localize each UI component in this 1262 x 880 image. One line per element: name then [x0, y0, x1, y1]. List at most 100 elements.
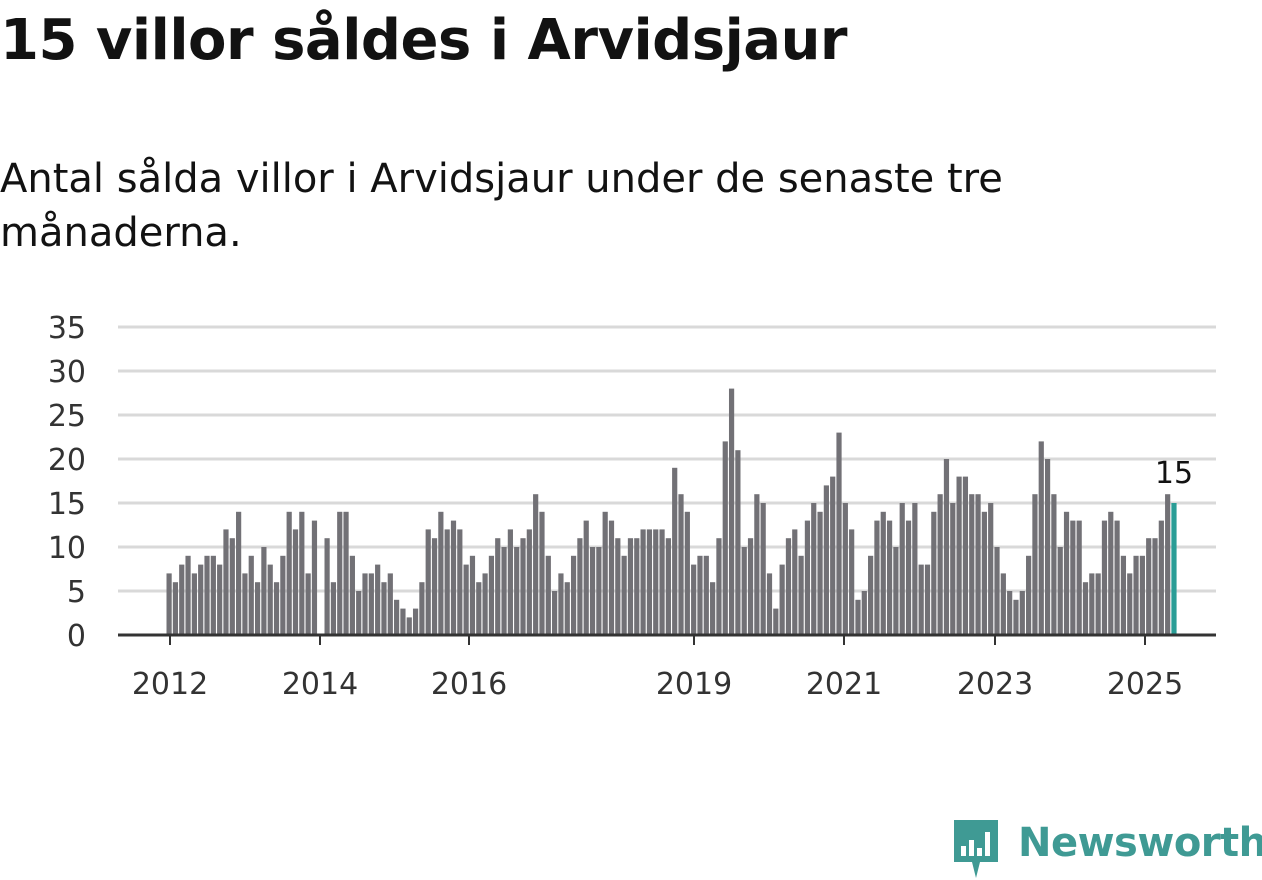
bar — [539, 511, 545, 635]
bar — [450, 520, 457, 635]
bar — [229, 538, 235, 635]
bar — [1063, 511, 1070, 635]
bar — [254, 582, 261, 635]
bar — [444, 529, 450, 635]
bar — [785, 538, 792, 635]
bar — [716, 538, 722, 635]
bar — [185, 555, 191, 635]
bar — [488, 555, 495, 635]
bar — [267, 564, 273, 635]
data-label-last: 15 — [1155, 456, 1193, 491]
bar — [356, 591, 362, 635]
bar — [1044, 459, 1051, 635]
bar — [1038, 441, 1044, 635]
bar — [570, 555, 577, 635]
bar — [425, 529, 431, 635]
brand-name: Newsworthy — [1018, 820, 1262, 866]
bar — [1139, 555, 1145, 635]
bar — [400, 608, 406, 635]
bar — [1057, 547, 1063, 635]
bar — [937, 494, 943, 635]
x-tick-label: 2012 — [132, 667, 208, 702]
chart-subtitle: Antal sålda villor i Arvidsjaur under de… — [0, 156, 1003, 256]
bar — [868, 555, 874, 635]
bar — [248, 555, 254, 635]
x-tick-label: 2016 — [431, 667, 507, 702]
bar — [760, 503, 766, 635]
bar — [1013, 599, 1019, 635]
bar — [602, 511, 608, 635]
bar — [172, 582, 179, 635]
x-tick-label: 2014 — [282, 667, 358, 702]
bar — [1127, 573, 1133, 635]
bar — [994, 547, 1000, 635]
bar — [849, 529, 855, 635]
bar — [198, 564, 204, 635]
bar — [836, 432, 842, 635]
x-axis-tick-labels: 2012 2014 2016 2019 2021 2023 2025 — [132, 667, 1183, 702]
bar — [501, 547, 507, 635]
bar — [684, 511, 690, 635]
bar — [766, 573, 773, 635]
bar — [830, 476, 836, 635]
bar — [368, 573, 374, 635]
bar — [280, 555, 286, 635]
bar — [311, 520, 318, 635]
bar — [912, 503, 918, 635]
bar — [406, 617, 412, 635]
bar — [640, 529, 646, 635]
bar — [722, 441, 728, 635]
bar — [533, 494, 539, 635]
bar — [962, 476, 969, 635]
bar — [823, 485, 829, 635]
bar — [273, 582, 280, 635]
bar — [305, 573, 311, 635]
bar — [1095, 573, 1101, 635]
bar — [773, 608, 779, 635]
bar — [697, 555, 703, 635]
bar — [394, 599, 400, 635]
bar — [337, 511, 343, 635]
bar — [292, 529, 299, 635]
bar — [905, 520, 912, 635]
bar — [1108, 511, 1114, 635]
bar — [981, 511, 987, 635]
bar — [299, 511, 305, 635]
bar — [286, 511, 292, 635]
bar — [482, 573, 488, 635]
bar — [419, 582, 425, 635]
bar — [880, 511, 886, 635]
bar — [659, 529, 665, 635]
bar — [330, 582, 337, 635]
bar — [950, 503, 956, 635]
bar — [457, 529, 463, 635]
bar — [861, 591, 867, 635]
bar — [665, 538, 671, 635]
bar — [261, 547, 267, 635]
y-tick-label: 15 — [48, 487, 86, 522]
bar — [779, 564, 785, 635]
bar — [343, 511, 349, 635]
bar — [236, 511, 242, 635]
bar — [943, 459, 950, 635]
y-tick-label: 0 — [67, 619, 86, 654]
bar — [678, 494, 684, 635]
bar — [1051, 494, 1057, 635]
bar — [387, 573, 393, 635]
bar — [893, 547, 899, 635]
bar — [918, 564, 924, 635]
bar — [242, 573, 248, 635]
bar — [1114, 520, 1120, 635]
bar — [703, 555, 709, 635]
bar — [1019, 591, 1025, 635]
bar — [191, 573, 197, 635]
bar — [558, 573, 564, 635]
bar — [431, 538, 438, 635]
y-axis-tick-labels: 0 5 10 15 20 25 30 35 — [48, 311, 86, 654]
bar — [975, 494, 981, 635]
newsworthy-brand: Newsworthy — [950, 818, 1262, 880]
newsworthy-logo-icon — [954, 820, 998, 878]
chart-title: 15 villor såldes i Arvidsjaur — [0, 8, 848, 73]
bar — [842, 503, 848, 635]
